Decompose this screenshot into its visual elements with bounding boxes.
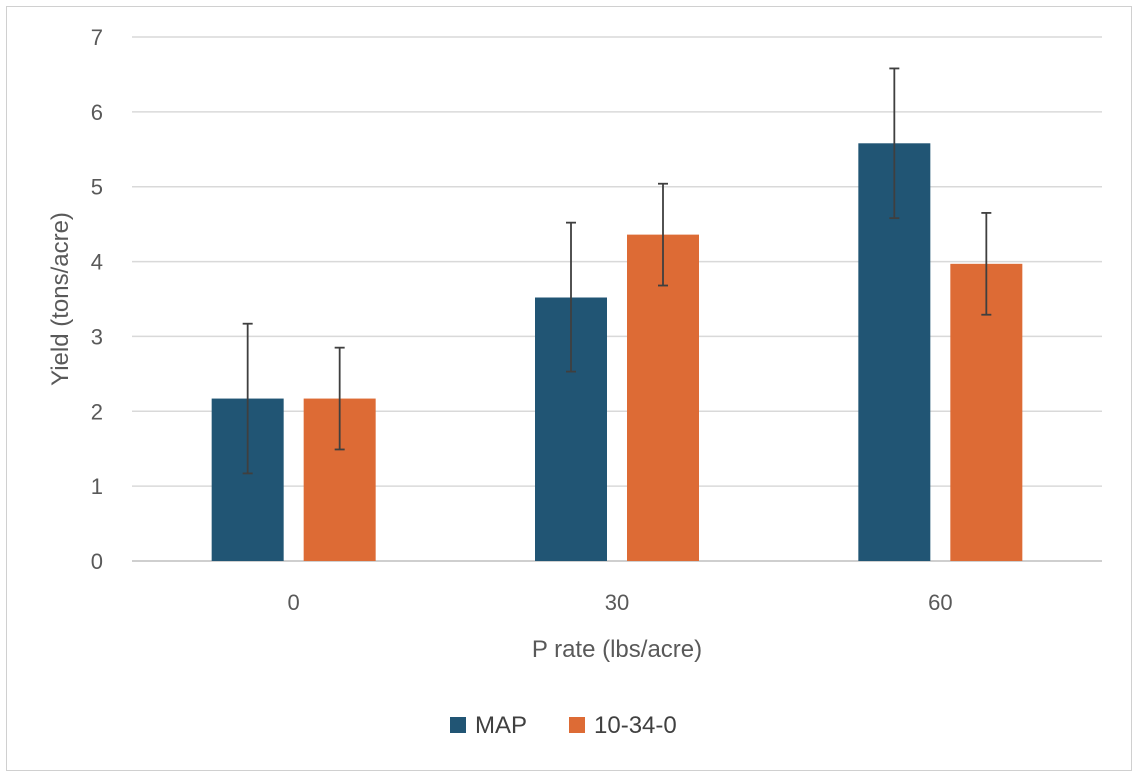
error-bar [981,212,992,316]
error-bar [334,346,345,451]
y-tick-label: 3 [91,324,103,349]
error-bar [658,182,668,287]
legend-swatch [450,717,466,733]
error-bar [242,322,253,475]
y-tick-label: 6 [91,100,103,125]
y-tick-label: 1 [91,474,103,499]
y-tick-labels: 0 1 2 3 4 5 6 7 [91,25,103,574]
bars [211,143,1023,561]
y-tick-label: 4 [91,250,103,275]
x-axis-label: P rate (lbs/acre) [532,636,702,663]
x-tick-label: 30 [605,590,629,615]
y-axis-label: Yield (tons/acre) [47,212,74,386]
x-tick-labels: 0 30 60 [288,590,953,615]
bar-10-34-0-30 [627,234,699,561]
legend: MAP 10-34-0 [450,712,677,739]
y-tick-label: 7 [91,25,103,50]
x-tick-label: 0 [288,590,300,615]
y-tick-label: 2 [91,399,103,424]
error-bars [242,67,992,475]
gridlines [132,36,1102,562]
error-bar [889,67,900,220]
legend-item: MAP [450,712,527,739]
legend-swatch [569,717,585,733]
y-tick-label: 5 [91,175,103,200]
legend-item: 10-34-0 [569,712,677,739]
error-bar [566,221,576,373]
y-tick-label: 0 [91,549,103,574]
legend-label: MAP [475,712,527,739]
legend-label: 10-34-0 [594,712,677,739]
x-tick-label: 60 [928,590,952,615]
